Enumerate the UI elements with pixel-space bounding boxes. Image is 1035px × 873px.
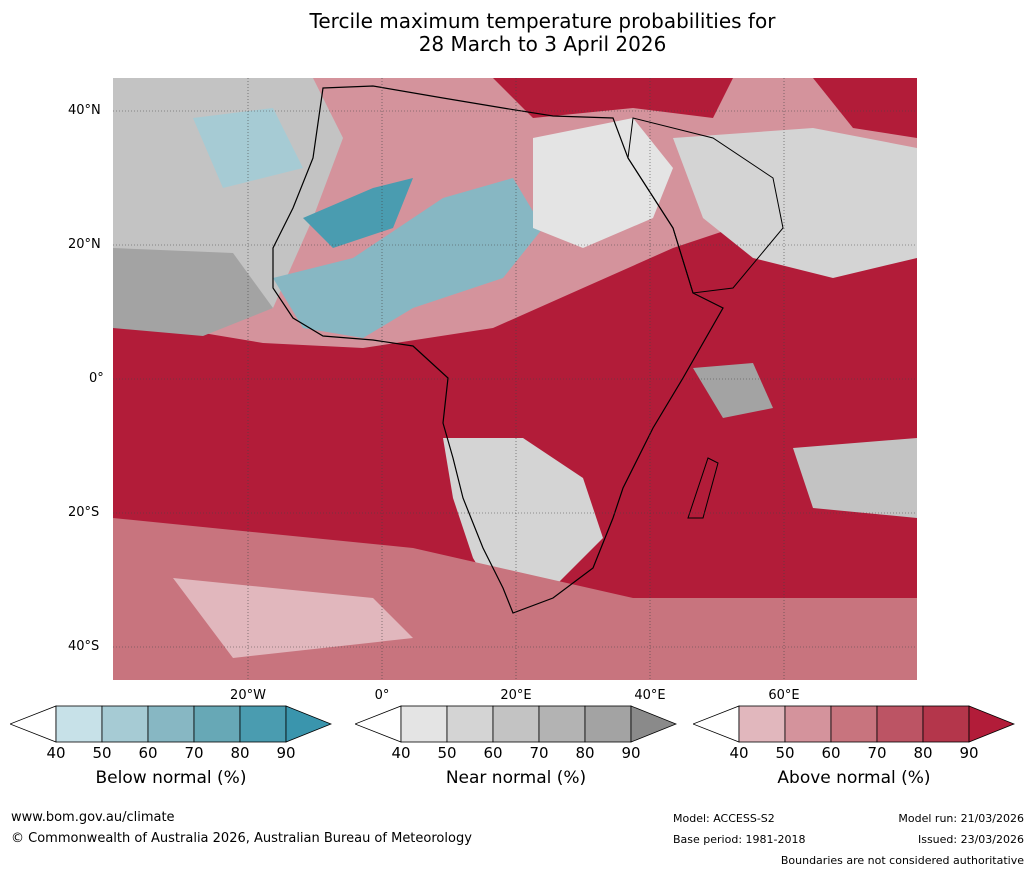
above-normal-region-med <box>493 78 733 118</box>
lon-label-20e: 20°E <box>500 688 532 703</box>
near-swatch-3 <box>492 705 540 743</box>
below-normal-region-sahara <box>273 178 543 338</box>
near-colorbar-label: Near normal (%) <box>445 768 587 788</box>
graticule <box>113 78 917 680</box>
above-colorbar-label: Above normal (%) <box>777 768 931 788</box>
website-link[interactable]: www.bom.gov.au/climate <box>11 810 175 825</box>
near-tick-50: 50 <box>437 744 457 762</box>
below-tick-50: 50 <box>92 744 112 762</box>
map-svg <box>113 78 917 680</box>
lon-label-40e: 40°E <box>634 688 666 703</box>
madagascar-coastline <box>687 457 719 519</box>
near-colorbar <box>355 705 677 743</box>
near-tick-90: 90 <box>621 744 641 762</box>
below-swatch-6 <box>285 705 332 743</box>
below-swatch-4 <box>193 705 241 743</box>
boundaries-disclaimer: Boundaries are not considered authoritat… <box>780 854 1024 867</box>
model-name: Model: ACCESS-S2 <box>673 812 775 825</box>
near-normal-region-west <box>113 248 273 336</box>
above-tick-60: 60 <box>821 744 841 762</box>
above-swatch-3 <box>830 705 878 743</box>
below-swatch-0 <box>10 705 57 743</box>
below-swatch-5 <box>239 705 287 743</box>
near-swatch-0 <box>355 705 402 743</box>
below-swatch-2 <box>101 705 149 743</box>
near-tick-70: 70 <box>529 744 549 762</box>
model-run-date: Model run: 21/03/2026 <box>898 812 1024 825</box>
base-period: Base period: 1981-2018 <box>673 833 806 846</box>
arabia-coastline <box>627 117 784 294</box>
below-colorbar-label: Below normal (%) <box>95 768 247 788</box>
below-swatch-3 <box>147 705 195 743</box>
above-tick-40: 40 <box>729 744 749 762</box>
lon-label-20w: 20°W <box>230 688 266 703</box>
above-tick-70: 70 <box>867 744 887 762</box>
above-swatch-1 <box>738 705 786 743</box>
above-normal-region-south-light <box>173 578 413 658</box>
below-tick-40: 40 <box>46 744 66 762</box>
above-swatch-5 <box>922 705 970 743</box>
map-title: Tercile maximum temperature probabilitie… <box>0 10 1035 56</box>
title-line-1: Tercile maximum temperature probabilitie… <box>309 9 776 33</box>
above-colorbar <box>693 705 1015 743</box>
lat-label-40n: 40°N <box>68 103 101 118</box>
copyright-text: © Commonwealth of Australia 2026, Austra… <box>11 831 472 846</box>
lat-label-20s: 20°S <box>68 505 100 520</box>
near-tick-40: 40 <box>391 744 411 762</box>
near-normal-region-southeast <box>793 438 917 518</box>
near-swatch-5 <box>584 705 632 743</box>
above-tick-90: 90 <box>959 744 979 762</box>
above-swatch-6 <box>968 705 1015 743</box>
near-swatch-6 <box>630 705 677 743</box>
above-swatch-4 <box>876 705 924 743</box>
near-normal-region-arabia <box>673 128 917 278</box>
lat-label-20n: 20°N <box>68 237 101 252</box>
below-tick-60: 60 <box>138 744 158 762</box>
near-tick-80: 80 <box>575 744 595 762</box>
title-line-2: 28 March to 3 April 2026 <box>418 32 667 56</box>
below-swatch-1 <box>55 705 103 743</box>
lat-label-40s: 40°S <box>68 639 100 654</box>
above-swatch-2 <box>784 705 832 743</box>
near-swatch-4 <box>538 705 586 743</box>
below-normal-core <box>303 178 413 248</box>
above-tick-80: 80 <box>913 744 933 762</box>
issued-date: Issued: 23/03/2026 <box>917 833 1024 846</box>
below-tick-80: 80 <box>230 744 250 762</box>
lat-label-0: 0° <box>89 371 104 386</box>
lon-label-60e: 60°E <box>768 688 800 703</box>
near-swatch-1 <box>400 705 448 743</box>
above-swatch-0 <box>693 705 740 743</box>
below-colorbar <box>10 705 332 743</box>
africa-coastline <box>272 85 724 614</box>
below-tick-70: 70 <box>184 744 204 762</box>
below-tick-90: 90 <box>276 744 296 762</box>
near-normal-region-egypt <box>533 118 673 248</box>
near-tick-60: 60 <box>483 744 503 762</box>
lon-label-0: 0° <box>374 688 390 703</box>
probability-map <box>113 78 917 680</box>
above-normal-region-asia <box>813 78 917 138</box>
near-normal-region-indian-ocean <box>693 363 773 418</box>
above-tick-50: 50 <box>775 744 795 762</box>
near-swatch-2 <box>446 705 494 743</box>
